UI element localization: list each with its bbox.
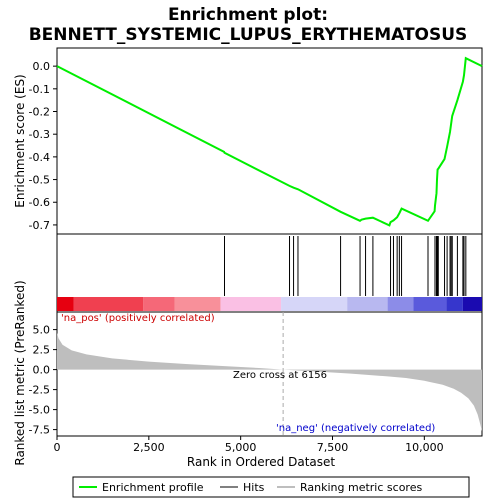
- x-tick-label: 5,000: [225, 441, 257, 454]
- x-tick-label: 0: [54, 441, 61, 454]
- heat-bar-segment: [73, 297, 144, 311]
- rank-y-tick-label: 2.5: [33, 344, 51, 357]
- x-tick-label: 10,000: [405, 441, 444, 454]
- rank-y-axis: 5.0 2.5 0.0 -2.5 -5.0 -7.5: [29, 324, 57, 437]
- hits-panel: [56, 233, 483, 313]
- rank-y-tick-label: 5.0: [33, 324, 51, 337]
- rank-y-tick-label: 0.0: [33, 364, 51, 377]
- chart-title-line1: Enrichment plot:: [168, 5, 328, 25]
- heat-bar-segment: [347, 297, 388, 311]
- rank-y-axis-label: Ranked list metric (PreRanked): [13, 280, 27, 465]
- ranking-heat-bar: [57, 297, 482, 311]
- es-y-tick-label: -0.6: [29, 196, 50, 209]
- es-y-tick-label: 0.0: [33, 60, 51, 73]
- legend-enrichment-label: Enrichment profile: [102, 481, 204, 494]
- heat-bar-segment: [387, 297, 414, 311]
- es-panel: 0.0 -0.1 -0.2 -0.3 -0.4 -0.5 -0.6 -0.7 Enrichme…: [13, 47, 483, 235]
- es-y-tick-label: -0.7: [29, 219, 50, 232]
- rank-y-tick-label: -2.5: [29, 384, 50, 397]
- legend-ranking-label: Ranking metric scores: [300, 481, 422, 494]
- x-tick-label: 7,500: [317, 441, 349, 454]
- heat-bar-segment: [462, 297, 482, 311]
- heat-bar-segment: [57, 297, 74, 311]
- heat-bar-segment: [446, 297, 463, 311]
- legend-hits-label: Hits: [243, 481, 265, 494]
- es-y-axis-label: Enrichment score (ES): [13, 74, 27, 207]
- zero-cross-label: Zero cross at 6156: [233, 370, 327, 381]
- heat-bar-segment: [413, 297, 447, 311]
- hit-markers: [224, 236, 467, 296]
- na-pos-label: 'na_pos' (positively correlated): [61, 313, 215, 324]
- chart-title-line2: BENNETT_SYSTEMIC_LUPUS_ERYTHEMATOSUS: [29, 25, 468, 45]
- es-y-tick-label: -0.5: [29, 174, 50, 187]
- es-y-axis: 0.0 -0.1 -0.2 -0.3 -0.4 -0.5 -0.6 -0.7: [29, 60, 57, 232]
- enrichment-profile-line: [56, 56, 483, 227]
- es-y-tick-label: -0.3: [29, 128, 50, 141]
- rank-y-tick-label: -7.5: [29, 424, 50, 437]
- legend-box: [72, 476, 470, 498]
- es-y-tick-label: -0.2: [29, 106, 50, 119]
- legend: Enrichment profile Hits Ranking metric s…: [72, 476, 470, 498]
- heat-bar-segment: [281, 297, 348, 311]
- x-tick-label: 2,500: [133, 441, 165, 454]
- rank-y-tick-label: -5.0: [29, 404, 50, 417]
- rank-panel: 5.0 2.5 0.0 -2.5 -5.0 -7.5 'na_pos' (positive…: [13, 280, 483, 466]
- heat-bar-segment: [174, 297, 221, 311]
- heat-bar-segment: [143, 297, 175, 311]
- heat-bar-segment: [220, 297, 282, 311]
- es-y-tick-label: -0.4: [29, 151, 50, 164]
- x-axis-label: Rank in Ordered Dataset: [187, 455, 335, 469]
- na-neg-label: 'na_neg' (negatively correlated): [276, 423, 435, 434]
- es-y-tick-label: -0.1: [29, 83, 50, 96]
- x-axis: 0 2,500 5,000 7,500 10,000: [54, 436, 444, 454]
